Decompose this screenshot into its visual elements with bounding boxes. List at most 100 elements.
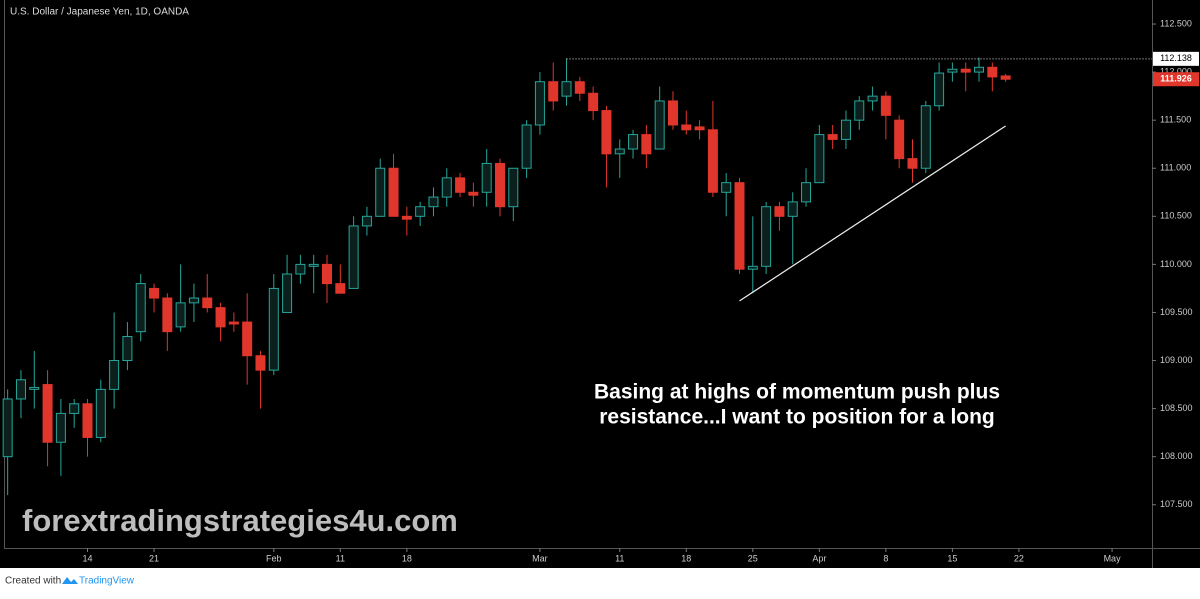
candle-body xyxy=(455,177,466,193)
candle-body xyxy=(149,287,160,299)
last-price-box xyxy=(1153,72,1199,87)
y-tick-label: 110.500 xyxy=(1160,211,1192,221)
x-tick-label: Feb xyxy=(266,553,282,563)
footer-text: Created with xyxy=(5,576,61,587)
candle-body xyxy=(721,182,732,193)
candle-body xyxy=(681,124,692,131)
y-tick-label: 107.500 xyxy=(1160,499,1193,509)
x-tick-label: 18 xyxy=(402,553,412,563)
y-tick-label: 108.000 xyxy=(1160,451,1193,461)
candle-body xyxy=(561,81,572,97)
y-tick-label: 110.000 xyxy=(1160,259,1192,269)
candle-body xyxy=(228,321,239,325)
tradingview-logo xyxy=(62,577,78,584)
watermark: forextradingstrategies4u.com xyxy=(22,503,458,538)
y-tick-label: 112.500 xyxy=(1160,18,1192,28)
y-tick-label: 109.500 xyxy=(1160,307,1193,317)
candle-body xyxy=(761,206,772,267)
candle-body xyxy=(295,263,306,275)
candle-body xyxy=(814,134,825,184)
candle-body xyxy=(601,110,612,155)
candle-body xyxy=(95,388,106,438)
candle-body xyxy=(255,355,266,371)
x-tick-label: 25 xyxy=(748,553,758,563)
candle-body xyxy=(242,321,253,357)
candle-body xyxy=(614,148,625,155)
candle-body xyxy=(335,283,346,294)
candle-body xyxy=(308,263,319,267)
candle-body xyxy=(162,297,173,333)
y-tick-label: 111.500 xyxy=(1160,115,1191,125)
candle-body xyxy=(135,283,146,333)
candle-body xyxy=(667,100,678,126)
candle-body xyxy=(707,129,718,193)
last-price-label: 111.926 xyxy=(1160,74,1192,84)
candle-body xyxy=(628,134,639,150)
candle-body xyxy=(188,297,199,304)
x-tick-label: 14 xyxy=(82,553,92,563)
candle-body xyxy=(867,95,878,102)
candle-body xyxy=(55,412,66,443)
candle-body xyxy=(641,134,652,155)
candle-body xyxy=(854,100,865,121)
candle-body xyxy=(175,302,186,328)
candle-body xyxy=(202,297,213,309)
candle-body xyxy=(2,398,13,458)
candle-body xyxy=(15,379,26,400)
candle-body xyxy=(920,105,931,169)
y-tick-label: 108.500 xyxy=(1160,403,1193,413)
y-tick-label: 109.000 xyxy=(1160,355,1193,365)
candle-body xyxy=(960,68,971,73)
y-tick-label: 111.000 xyxy=(1160,163,1191,173)
y-tick-label: 112.000 xyxy=(1160,66,1192,76)
x-tick-label: Apr xyxy=(812,553,826,563)
x-tick-label: 18 xyxy=(681,553,691,563)
candle-body xyxy=(654,100,665,150)
candle-body xyxy=(69,403,80,414)
candle-body xyxy=(548,81,559,102)
resistance-label: 112.138 xyxy=(1160,53,1192,63)
candle-body xyxy=(934,72,945,107)
candle-body xyxy=(348,225,359,289)
candle-body xyxy=(694,126,705,131)
candle-body xyxy=(840,119,851,140)
candle-body xyxy=(880,95,891,116)
candle-body xyxy=(521,124,532,169)
footer-brand[interactable]: TradingView xyxy=(79,576,135,587)
candle-body xyxy=(787,201,798,217)
candle-body xyxy=(215,307,226,328)
candle-body xyxy=(1000,75,1011,80)
annotation: resistance...I want to position for a lo… xyxy=(599,406,995,429)
x-tick-label: 8 xyxy=(883,553,888,563)
candle-body xyxy=(401,215,412,220)
candle-body xyxy=(734,182,745,270)
candle-body xyxy=(29,386,40,390)
candle-body xyxy=(907,158,918,169)
chart-title: U.S. Dollar / Japanese Yen, 1D, OANDA xyxy=(10,7,189,18)
candle-body xyxy=(361,215,372,227)
candle-body xyxy=(268,287,279,371)
candle-body xyxy=(109,360,120,390)
candle-body xyxy=(747,265,758,270)
candle-body xyxy=(947,68,958,73)
price-label-box xyxy=(1153,51,1199,66)
candle-body xyxy=(974,66,985,73)
x-tick-label: 11 xyxy=(336,553,345,563)
candle-body xyxy=(82,403,93,438)
x-tick-label: 11 xyxy=(615,553,624,563)
candle-body xyxy=(801,182,812,203)
candle-body xyxy=(42,384,53,443)
candle-body xyxy=(574,81,585,94)
candle-body xyxy=(468,191,479,196)
candle-body xyxy=(987,66,998,78)
candle-body xyxy=(494,162,505,208)
candle-body xyxy=(122,335,133,362)
candle-body xyxy=(282,273,293,313)
candle-body xyxy=(894,119,905,160)
candle-body xyxy=(441,177,452,198)
x-tick-label: 21 xyxy=(149,553,159,563)
annotation: Basing at highs of momentum push plus xyxy=(594,381,1000,404)
x-tick-label: May xyxy=(1104,553,1122,563)
candle-body xyxy=(774,206,785,217)
